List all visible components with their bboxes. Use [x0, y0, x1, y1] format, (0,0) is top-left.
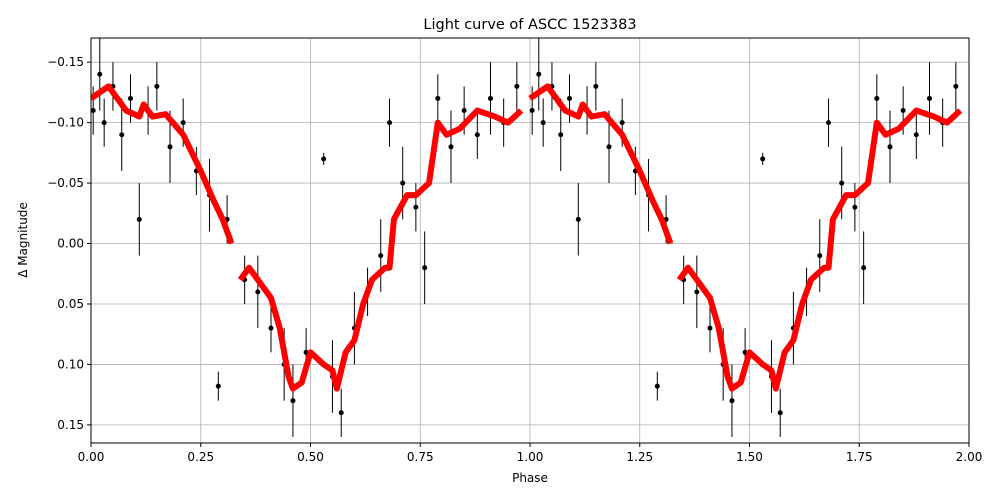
x-axis-label: Phase — [512, 471, 548, 485]
data-point — [224, 216, 230, 222]
data-point — [720, 361, 726, 367]
data-point — [422, 265, 428, 271]
data-point — [707, 325, 713, 331]
y-tick-label: 0.00 — [57, 237, 84, 251]
data-point — [606, 144, 612, 150]
y-tick-label: −0.15 — [47, 55, 84, 69]
data-point — [926, 95, 932, 101]
data-point — [110, 83, 116, 89]
y-axis-label: Δ Magnitude — [16, 202, 30, 278]
data-point — [474, 132, 480, 138]
data-point — [378, 253, 384, 259]
data-point — [861, 265, 867, 271]
x-tick-label: 1.75 — [846, 450, 873, 464]
x-tick-label: 0.50 — [297, 450, 324, 464]
data-point — [839, 180, 845, 186]
data-point — [448, 144, 454, 150]
data-point — [97, 71, 103, 77]
data-point — [694, 289, 700, 295]
data-point — [852, 204, 858, 210]
data-point — [487, 95, 493, 101]
data-point — [180, 120, 186, 126]
data-point — [558, 132, 564, 138]
x-tick-label: 0.75 — [407, 450, 434, 464]
data-point — [777, 410, 783, 416]
data-point — [654, 383, 660, 389]
x-tick-label: 1.50 — [736, 450, 763, 464]
data-point — [887, 144, 893, 150]
data-point — [154, 83, 160, 89]
data-point — [514, 83, 520, 89]
data-point — [540, 120, 546, 126]
y-tick-label: 0.10 — [57, 357, 84, 371]
data-point — [101, 120, 107, 126]
data-point — [536, 71, 542, 77]
data-point — [338, 410, 344, 416]
data-point — [136, 216, 142, 222]
y-tick-label: 0.05 — [57, 297, 84, 311]
data-point — [281, 361, 287, 367]
data-point — [729, 398, 735, 404]
data-point — [435, 95, 441, 101]
data-point — [900, 108, 906, 114]
data-point — [321, 156, 327, 162]
x-tick-label: 0.25 — [187, 450, 214, 464]
x-tick-label: 2.00 — [956, 450, 983, 464]
y-tick-label: −0.10 — [47, 116, 84, 130]
data-point — [619, 120, 625, 126]
data-point — [549, 83, 555, 89]
data-point — [413, 204, 419, 210]
data-point — [387, 120, 393, 126]
data-point — [167, 144, 173, 150]
data-point — [760, 156, 766, 162]
x-tick-label: 1.00 — [517, 450, 544, 464]
data-point — [913, 132, 919, 138]
data-point — [575, 216, 581, 222]
data-point — [128, 95, 134, 101]
data-point — [681, 277, 687, 283]
data-point — [255, 289, 261, 295]
data-point — [268, 325, 274, 331]
data-point — [400, 180, 406, 186]
data-point — [817, 253, 823, 259]
data-point — [826, 120, 832, 126]
data-point — [242, 277, 248, 283]
y-tick-label: −0.05 — [47, 176, 84, 190]
x-tick-label: 1.25 — [626, 450, 653, 464]
data-point — [91, 108, 96, 114]
data-point — [290, 398, 296, 404]
y-tick-label: 0.15 — [57, 418, 84, 432]
data-point — [953, 83, 959, 89]
data-point — [593, 83, 599, 89]
data-point — [874, 95, 880, 101]
data-point — [119, 132, 125, 138]
x-tick-label: 0.00 — [78, 450, 105, 464]
data-point — [461, 108, 467, 114]
plot-frame — [90, 37, 970, 444]
chart-title: Light curve of ASCC 1523383 — [423, 17, 636, 33]
data-point — [529, 108, 535, 114]
data-point — [215, 383, 221, 389]
data-point — [567, 95, 573, 101]
data-point — [663, 216, 669, 222]
